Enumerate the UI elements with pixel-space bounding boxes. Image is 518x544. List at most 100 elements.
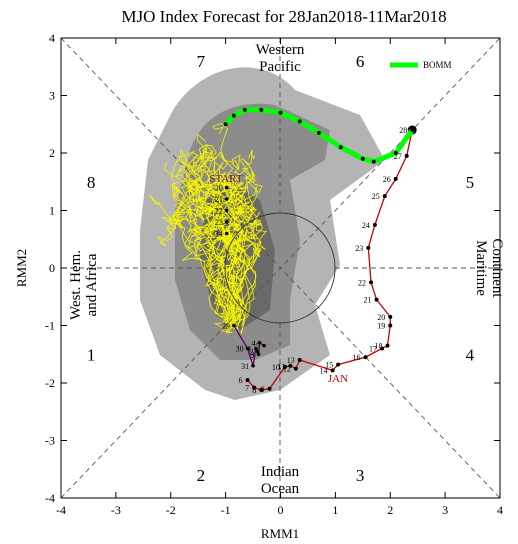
ensemble-mean-point — [251, 363, 255, 368]
region-maritime-line1: Maritime — [473, 240, 489, 296]
x-tick-label: -4 — [56, 503, 66, 517]
observed-day-label: 25 — [372, 192, 380, 201]
forecast-day-label: 22 — [215, 207, 223, 216]
forecast-day-point — [224, 231, 229, 236]
observed-point — [288, 363, 293, 368]
jan-label: JAN — [328, 373, 348, 385]
observed-day-label: 23 — [355, 244, 363, 253]
x-axis-title: RMM1 — [261, 526, 299, 541]
ensemble-mean-point — [245, 346, 250, 351]
y-tick-label: -2 — [45, 376, 55, 390]
forecast-day-label: 23 — [215, 218, 223, 227]
observed-point — [336, 362, 341, 367]
forecast-day-point — [224, 185, 229, 190]
ensemble-mean-day-label: 29 — [222, 322, 230, 331]
observed-day-label: 27 — [394, 152, 402, 161]
observed-day-label: 8 — [252, 386, 256, 395]
phase-number-5: 5 — [466, 173, 475, 192]
observed-point — [369, 280, 374, 285]
phase-number-6: 6 — [356, 52, 365, 71]
observed-point — [297, 358, 302, 362]
observed-point — [393, 176, 398, 181]
observed-day-label: 20 — [377, 313, 385, 322]
x-tick-label: 2 — [387, 503, 393, 517]
y-tick-label: 3 — [49, 89, 55, 103]
observed-day-label: 16 — [353, 353, 361, 362]
forecast-day-label: 20 — [215, 184, 223, 193]
observed-point — [372, 222, 377, 227]
phase-number-2: 2 — [197, 466, 206, 485]
observed-day-label: 24 — [362, 221, 370, 230]
ensemble-member-track — [187, 144, 245, 318]
observed-day-label: 28 — [399, 126, 407, 135]
unit-circle — [224, 212, 336, 324]
x-tick-label: -3 — [111, 503, 121, 517]
ensemble-member-track — [228, 174, 263, 323]
ensemble-mean-day-label: 31 — [241, 362, 249, 371]
series-point — [371, 159, 376, 164]
series-point — [338, 145, 343, 150]
ensemble-mean-day-label: 3 — [251, 350, 255, 359]
ensemble-member-track — [168, 167, 227, 320]
ensemble-member-track — [178, 151, 239, 327]
observed-day-label: 6 — [239, 376, 243, 385]
x-tick-label: -2 — [166, 503, 176, 517]
y-tick-label: -4 — [45, 491, 55, 505]
observed-day-label: 15 — [325, 361, 333, 370]
ensemble-mean-day-label: 1 — [248, 345, 252, 354]
observed-point — [363, 355, 368, 360]
series-line-bomm — [223, 107, 415, 165]
observed-point — [267, 386, 272, 391]
observed-point — [282, 364, 287, 369]
ensemble-member-track — [191, 179, 245, 330]
x-tick-label: 0 — [278, 503, 284, 517]
series-point — [259, 107, 264, 112]
model-mean-track: 20 21 22 23 24 — [215, 107, 415, 239]
x-tick-label: 1 — [332, 503, 338, 517]
series-point — [278, 110, 283, 115]
series-point — [231, 113, 236, 118]
series-point — [410, 128, 415, 132]
phase-number-8: 8 — [87, 173, 96, 192]
series-point — [223, 122, 228, 127]
ensemble-mean-day-label: 30 — [236, 345, 244, 354]
observed-day-label: 22 — [358, 278, 366, 287]
y-tick-label: -1 — [45, 319, 55, 333]
forecast-day-point — [224, 197, 229, 201]
x-tick-label: 3 — [442, 503, 448, 517]
observed-day-label: 11 — [278, 362, 286, 371]
chart-title: MJO Index Forecast for 28Jan2018-11Mar20… — [121, 7, 446, 26]
ensemble-member-track — [228, 149, 256, 330]
ensemble-member-track — [171, 181, 228, 321]
region-west-hem-line1: West. Hem. — [68, 250, 84, 320]
ensemble-mean-point — [257, 340, 262, 345]
series-point — [393, 151, 398, 155]
phase-number-1: 1 — [87, 345, 96, 364]
ensemble-member-track — [197, 181, 247, 327]
ensemble-member-track — [188, 133, 239, 335]
observed-point — [385, 343, 390, 348]
ensemble-member-track — [180, 146, 230, 334]
ensemble-mean-point — [256, 352, 261, 357]
observed-day-label: 10 — [272, 363, 280, 372]
phase-number-3: 3 — [356, 466, 365, 485]
ensemble-mean-point — [232, 323, 236, 328]
observed-point — [388, 323, 393, 328]
forecast-day-label: 21 — [215, 195, 223, 204]
observed-day-label: 7 — [245, 384, 249, 393]
phase-number-7: 7 — [197, 52, 206, 71]
observed-point — [366, 245, 371, 250]
ensemble-mean-point — [255, 349, 260, 354]
region-western-pacific-line1: Western — [256, 42, 305, 58]
ensemble-mean-point — [262, 343, 266, 348]
observed-day-label: 19 — [377, 322, 385, 331]
series-point — [242, 107, 247, 112]
region-western-pacific-line2: Pacific — [259, 59, 301, 75]
ensemble-member-track — [170, 153, 247, 327]
series-point — [297, 119, 302, 124]
observed-point — [252, 385, 257, 390]
observed-point — [380, 346, 385, 351]
